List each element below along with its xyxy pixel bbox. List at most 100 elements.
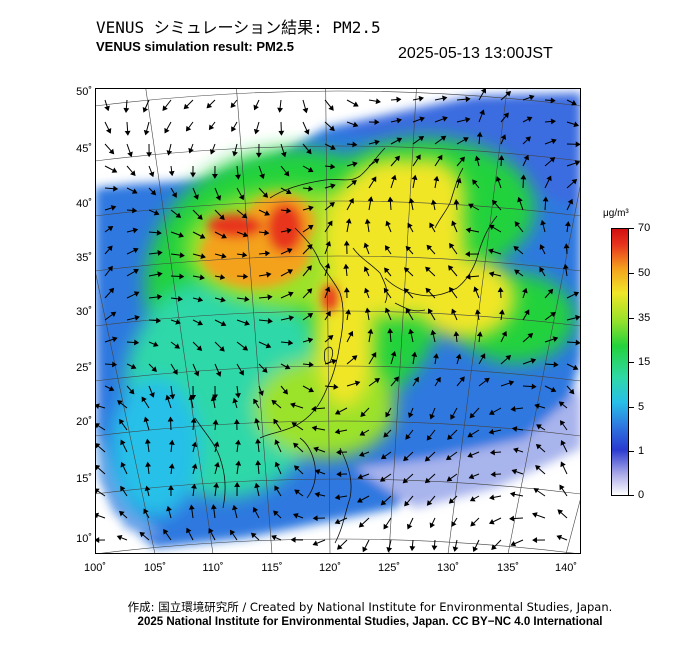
wind-arrow-head (476, 131, 483, 137)
wind-arrow-head (307, 166, 314, 173)
wind-arrow-head (282, 388, 288, 395)
wind-arrow-head (467, 452, 473, 458)
colorbar-tick (629, 362, 634, 363)
wind-arrow-head (526, 116, 533, 122)
wind-arrow-head (258, 390, 264, 397)
wind-arrow-head (286, 248, 293, 254)
wind-arrow-head (221, 233, 227, 239)
wind-arrow-head (253, 128, 260, 135)
wind-arrow-head (150, 189, 157, 196)
wind-arrow-head (130, 170, 136, 177)
wind-arrow-head (498, 155, 505, 161)
wind-arrow-head (472, 546, 479, 553)
wind-arrow-head (348, 198, 354, 204)
wind-arrow-head (467, 432, 474, 438)
wind-arrow-head (307, 313, 314, 319)
wind-arrow-head (375, 98, 381, 105)
wind-arrow-head (508, 380, 515, 386)
wind-arrow-head (325, 310, 331, 317)
wind-arrow-head (157, 271, 163, 278)
wind-arrow-head (267, 318, 273, 324)
wind-arrow-head (219, 274, 226, 280)
wind-arrow-head (133, 291, 140, 297)
wind-arrow-head (387, 196, 394, 202)
wind-arrow-head (169, 394, 176, 400)
wind-arrow-head (232, 397, 239, 404)
wind-arrow-head (172, 369, 178, 375)
wind-arrow-head (131, 188, 138, 194)
wind-arrow-head (479, 109, 485, 116)
wind-arrow-head (380, 453, 387, 460)
wind-arrow-head (250, 532, 257, 539)
wind-arrow-head (373, 158, 380, 164)
wind-arrow-head (168, 463, 175, 469)
wind-arrow-head (95, 512, 100, 519)
lon-tick-110: 110˚ (202, 562, 224, 574)
wind-arrow-head (107, 265, 113, 272)
wind-arrow-head (255, 438, 262, 444)
wind-arrow-head (336, 449, 342, 456)
wind-arrow-head (113, 185, 119, 192)
wind-arrow-head (343, 263, 350, 269)
wind-arrow-head (498, 309, 505, 315)
wind-arrow-head (214, 461, 220, 468)
wind-arrow-head (468, 203, 474, 209)
wind-arrow-head (165, 394, 171, 401)
wind-arrow-head (529, 94, 535, 101)
colorbar (611, 228, 629, 496)
wind-arrow-head (213, 441, 220, 447)
colorbar-unit: μg/m³ (603, 208, 629, 219)
wind-arrow-head (531, 383, 537, 390)
wind-arrow-head (383, 287, 390, 294)
wind-arrow-head (166, 505, 172, 512)
wind-arrow-head (403, 455, 409, 462)
wind-arrow-head (433, 353, 439, 359)
wind-arrow-head (536, 424, 542, 430)
wind-arrow-head (252, 506, 259, 513)
wind-arrow-head (560, 461, 566, 468)
wind-arrow-head (550, 118, 556, 125)
wind-arrow-head (324, 286, 331, 293)
wind-arrow-head (220, 296, 226, 303)
wind-arrow-head (352, 121, 359, 128)
wind-arrow-head (243, 273, 249, 280)
wind-arrow-head (571, 178, 578, 185)
wind-arrow-head (259, 173, 265, 180)
page-title-en: VENUS simulation result: PM2.5 (96, 39, 294, 54)
wind-arrow-head (107, 245, 113, 252)
wind-arrow-head (162, 105, 168, 112)
wind-arrow-head (552, 336, 559, 342)
wind-arrow-head (325, 240, 331, 247)
pm25-map[interactable] (95, 88, 581, 554)
wind-arrow-head (238, 369, 244, 376)
wind-arrow-head (130, 363, 137, 370)
wind-arrow-head (266, 271, 272, 278)
wind-arrow-head (562, 263, 569, 270)
wind-arrow-head (213, 482, 220, 488)
wind-arrow-head (560, 440, 566, 446)
wind-arrow-head (550, 312, 556, 318)
wind-arrow-head (535, 465, 541, 471)
wind-arrow-head (557, 509, 564, 515)
wind-arrow-head (451, 521, 457, 527)
wind-arrow-head (384, 307, 391, 314)
wind-arrow-head (312, 540, 319, 546)
wind-arrow-head (95, 403, 100, 410)
wind-arrow-head (386, 546, 393, 553)
wind-arrow-head (95, 443, 101, 449)
wind-arrow-head (475, 309, 481, 315)
wind-arrow-head (133, 339, 140, 346)
wind-arrow-head (143, 416, 150, 423)
wind-arrow-head (547, 288, 554, 295)
wind-arrow-head (514, 269, 520, 275)
wind-arrow-head (455, 177, 462, 184)
wind-arrow-head (465, 96, 471, 103)
wind-arrow-head (336, 544, 343, 550)
wind-arrow-head (476, 331, 483, 337)
wind-arrow-head (509, 515, 515, 522)
wind-arrow-head (212, 419, 219, 425)
wind-arrow-head (426, 244, 433, 251)
wind-arrow-head (110, 311, 117, 317)
wind-arrow-head (358, 522, 365, 528)
colorbar-tick (629, 451, 634, 452)
